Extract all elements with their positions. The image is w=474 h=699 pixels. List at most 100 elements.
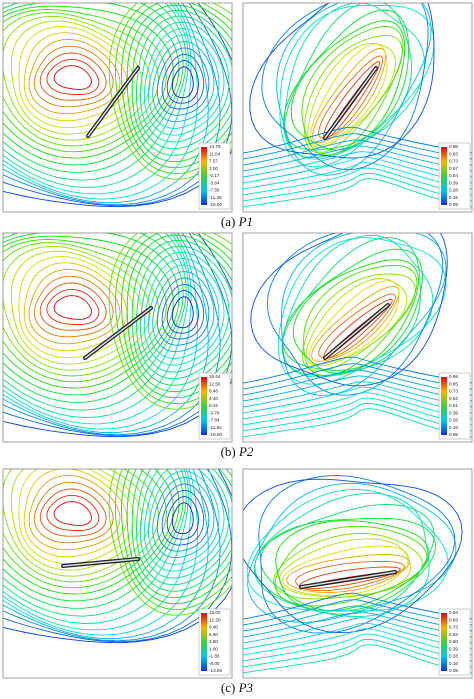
- colorbar-label: 1.00: [209, 646, 218, 651]
- plot-frame: [242, 468, 473, 679]
- caption: (a) P1: [221, 214, 253, 229]
- streamline: [115, 469, 232, 611]
- contour: [295, 561, 405, 592]
- contour: [243, 162, 472, 190]
- right-plot: 0.96 0.83 0.73 0.67 0.54 0.39 0.28 0.16 0.05: [242, 2, 473, 213]
- streamline: [108, 469, 232, 616]
- colorbar-label: 0.32: [209, 403, 218, 408]
- contour: [243, 402, 472, 432]
- streamline: [131, 469, 232, 592]
- contour: [243, 381, 472, 408]
- colorbar-label: 0.94: [449, 610, 458, 615]
- colorbar-label: 0.05: [449, 432, 458, 437]
- contour: [301, 25, 404, 156]
- streamline: [53, 501, 92, 526]
- streamline: [3, 233, 209, 434]
- contour: [243, 151, 472, 178]
- colorbar-label: 0.05: [449, 668, 458, 673]
- streamline: [3, 15, 151, 141]
- contour: [243, 167, 472, 196]
- contour: [243, 133, 472, 160]
- colorbar-label: -7.56: [209, 188, 220, 193]
- colorbar-strip: [201, 613, 207, 671]
- streamline: [3, 233, 192, 425]
- colorbar-label: 0.28: [449, 418, 458, 423]
- contour: [277, 237, 447, 385]
- streamline: [161, 489, 205, 546]
- streamline: [143, 28, 225, 136]
- contour: [266, 233, 444, 396]
- streamline: [136, 469, 232, 586]
- streamline: [28, 474, 121, 551]
- contour: [243, 178, 472, 208]
- left-plot: 16.64 12.56 8.48 4.40 0.32 -3.76 -7.84 -11.92 -1…: [2, 232, 233, 443]
- colorbar-label: 0.16: [449, 425, 458, 430]
- contour: [243, 356, 472, 384]
- caption-variable: P1: [238, 214, 253, 229]
- contour: [307, 42, 396, 148]
- colorbar-label: 0.98: [449, 374, 458, 379]
- streamline: [53, 295, 92, 320]
- colorbar-strip: [441, 613, 447, 671]
- streamline: [3, 469, 167, 589]
- contour: [243, 605, 472, 632]
- streamline: [3, 469, 159, 583]
- colorbar-label: 0.54: [449, 173, 458, 178]
- contour: [247, 482, 457, 623]
- caption: (b) P2: [221, 444, 254, 459]
- colorbar-label: 0.73: [449, 625, 458, 630]
- colorbar-label: 0.73: [449, 389, 458, 394]
- colorbar-label: 6.60: [209, 632, 218, 637]
- colorbar-label: -0.17: [209, 173, 220, 178]
- colorbar-label: 8.48: [209, 389, 218, 394]
- colorbar-label: 0.83: [449, 617, 458, 622]
- streamline: [171, 502, 194, 535]
- streamline: [3, 233, 184, 403]
- streamline: [23, 32, 128, 122]
- contour: [284, 3, 425, 160]
- contour: [282, 248, 423, 371]
- streamline: [3, 233, 187, 411]
- colorbar-label: -11.92: [209, 425, 222, 430]
- contour: [243, 478, 463, 634]
- streamline: [3, 12, 159, 147]
- streamline: [171, 296, 194, 329]
- streamline: [39, 52, 107, 101]
- contour: [243, 592, 472, 620]
- plot-frame: [2, 232, 233, 443]
- streamline: [147, 34, 220, 129]
- contour: [243, 617, 472, 644]
- streamline: [166, 60, 199, 104]
- colorbar-label: 0.73: [449, 159, 458, 164]
- streamline: [3, 242, 159, 377]
- streamline: [3, 469, 151, 577]
- plate-core: [62, 558, 139, 567]
- contour: [243, 644, 472, 674]
- streamline: [161, 53, 205, 110]
- streamline: [156, 47, 210, 116]
- colorbar-label: 3.80: [209, 639, 218, 644]
- colorbar-label: 11.04: [209, 151, 221, 156]
- streamline: [3, 469, 189, 624]
- contour: [280, 233, 447, 396]
- contour: [243, 397, 472, 426]
- streamline: [3, 8, 167, 153]
- colorbar-label: 0.51: [449, 403, 458, 408]
- streamline: [3, 233, 221, 436]
- colorbar-label: 0.62: [449, 396, 458, 401]
- plot-frame: [242, 232, 473, 443]
- contour: [254, 503, 435, 615]
- colorbar: 0.96 0.83 0.73 0.67 0.54 0.39 0.28 0.16 0.05: [438, 142, 471, 210]
- streamline: [152, 271, 215, 353]
- colorbar-label: 15.00: [209, 610, 221, 615]
- streamline: [3, 469, 232, 644]
- streamline: [18, 26, 135, 129]
- contour: [250, 233, 448, 387]
- streamline: [3, 233, 198, 430]
- plate-core: [324, 67, 377, 139]
- right-plot: 0.98 0.85 0.73 0.62 0.51 0.39 0.28 0.16 0.05: [242, 232, 473, 443]
- streamline: [156, 483, 210, 552]
- streamline: [46, 288, 100, 326]
- colorbar-label: 0.62: [449, 632, 458, 637]
- colorbar-label: -16.00: [209, 432, 222, 437]
